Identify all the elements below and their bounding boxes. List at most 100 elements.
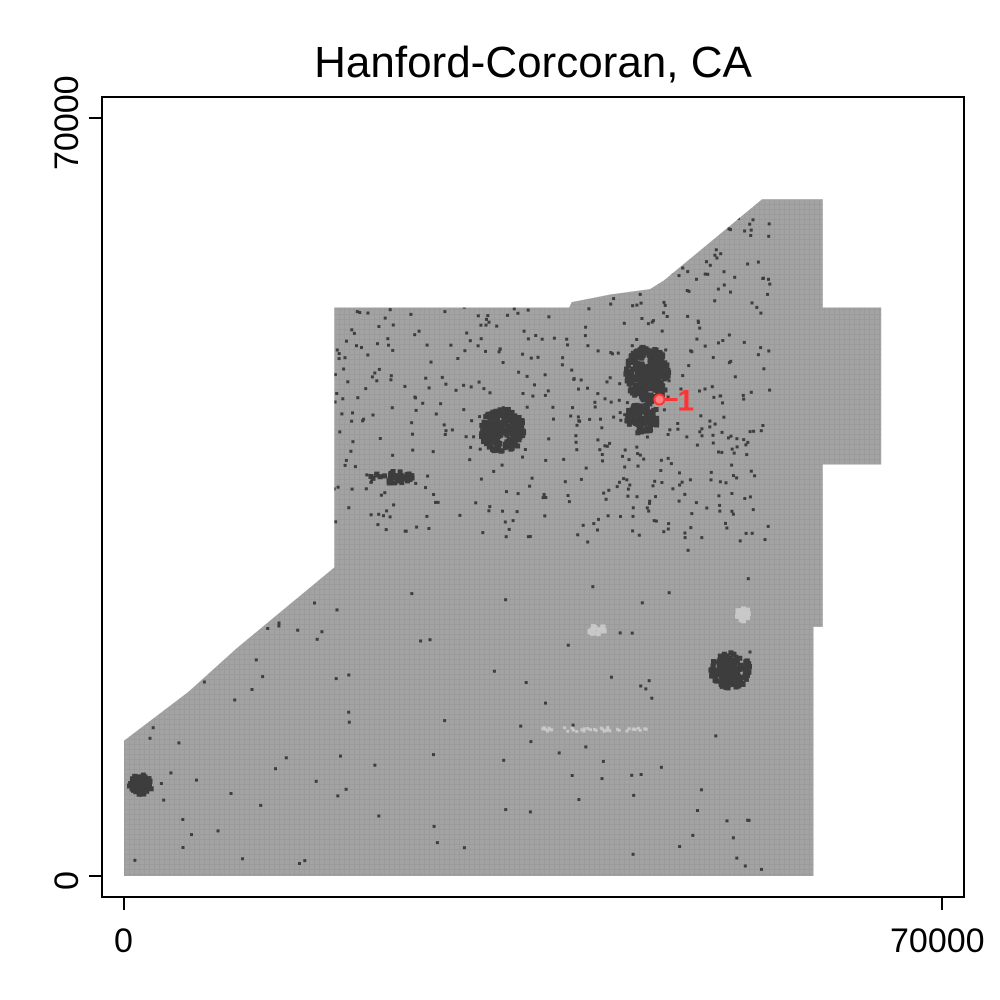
urban-cell <box>601 759 605 763</box>
urban-cell <box>401 301 405 305</box>
urban-cell <box>488 422 494 428</box>
urban-cell <box>651 484 655 488</box>
urban-cell <box>645 382 651 388</box>
urban-cell <box>520 301 524 304</box>
urban-cell <box>503 430 509 436</box>
urban-cell <box>664 362 670 368</box>
urban-cell <box>373 283 377 287</box>
urban-cell <box>642 427 648 433</box>
urban-cell <box>656 378 662 384</box>
urban-cell <box>340 270 344 274</box>
urban-cell <box>462 383 466 387</box>
urban-cell <box>648 371 654 377</box>
urban-cell <box>669 271 673 275</box>
urban-cell <box>713 253 717 257</box>
urban-cell <box>241 857 244 861</box>
urban-cell <box>566 643 570 647</box>
urban-cell <box>647 509 651 513</box>
urban-cell <box>190 833 193 837</box>
urban-cell <box>766 292 769 296</box>
urban-cell <box>703 272 707 276</box>
urban-cell <box>635 417 641 423</box>
urban-cell <box>635 338 639 341</box>
urban-cell <box>350 419 354 423</box>
urban-cell <box>349 236 353 240</box>
urban-cell <box>678 213 682 217</box>
urban-cell <box>233 698 237 702</box>
urban-cell <box>277 624 281 628</box>
urban-cell <box>516 252 520 256</box>
urban-cell <box>647 364 653 369</box>
urban-cell <box>389 378 393 382</box>
urban-cell <box>635 495 639 499</box>
urban-cell <box>396 235 400 239</box>
urban-cell <box>337 357 341 361</box>
urban-cell <box>646 322 650 326</box>
urban-cell <box>662 311 666 315</box>
urban-cell <box>623 448 627 452</box>
urban-cell <box>421 401 425 405</box>
urban-cell <box>741 618 746 624</box>
urban-cell <box>647 386 653 392</box>
urban-cell <box>547 726 551 730</box>
urban-cell <box>636 464 640 468</box>
urban-cell <box>710 663 716 669</box>
urban-cell <box>384 528 388 532</box>
urban-cell <box>487 434 493 440</box>
urban-cell <box>566 343 569 347</box>
urban-cell <box>678 471 681 475</box>
urban-cell <box>711 441 715 445</box>
urban-cell <box>713 675 719 681</box>
urban-cell <box>723 668 729 674</box>
urban-cell <box>443 433 447 436</box>
urban-cell <box>444 382 448 386</box>
urban-cell <box>653 366 659 372</box>
urban-cell <box>258 578 262 582</box>
urban-cell <box>759 311 763 315</box>
urban-cell <box>333 400 337 404</box>
urban-cell <box>721 654 727 660</box>
urban-cell <box>360 346 363 349</box>
urban-cell <box>596 438 600 442</box>
urban-cell <box>386 480 392 486</box>
urban-cell <box>410 421 414 425</box>
urban-cell <box>632 392 638 398</box>
urban-cell <box>551 405 555 409</box>
urban-cell <box>322 307 326 311</box>
urban-cell <box>732 474 735 478</box>
urban-cell <box>339 286 343 290</box>
urban-cell <box>542 222 546 226</box>
urban-cell <box>725 526 729 530</box>
urban-cell <box>734 660 740 665</box>
urban-cell <box>686 270 690 274</box>
urban-cell <box>417 329 421 333</box>
urban-cell <box>589 728 593 732</box>
urban-cell <box>599 417 602 421</box>
urban-cell <box>478 447 482 451</box>
urban-cell <box>480 423 486 429</box>
urban-cell <box>720 450 724 454</box>
urban-cell <box>543 228 546 232</box>
urban-cell <box>721 339 725 342</box>
urban-cell <box>551 299 555 303</box>
urban-cell <box>519 724 523 728</box>
urban-cell <box>653 479 657 483</box>
region-shape <box>124 199 882 876</box>
urban-cell <box>677 274 681 278</box>
urban-cell <box>284 756 288 760</box>
urban-cell <box>745 453 749 457</box>
urban-cell <box>546 729 549 733</box>
urban-cell <box>742 397 746 401</box>
urban-cell <box>347 506 351 510</box>
urban-cell <box>495 416 500 422</box>
urban-cell <box>750 531 754 535</box>
urban-cell <box>695 443 699 447</box>
urban-cell <box>690 512 694 516</box>
urban-cell <box>462 846 466 850</box>
urban-cell <box>639 361 645 367</box>
urban-cell <box>669 462 673 466</box>
urban-cell <box>763 538 767 542</box>
urban-cell <box>632 793 636 797</box>
urban-cell <box>575 729 579 733</box>
